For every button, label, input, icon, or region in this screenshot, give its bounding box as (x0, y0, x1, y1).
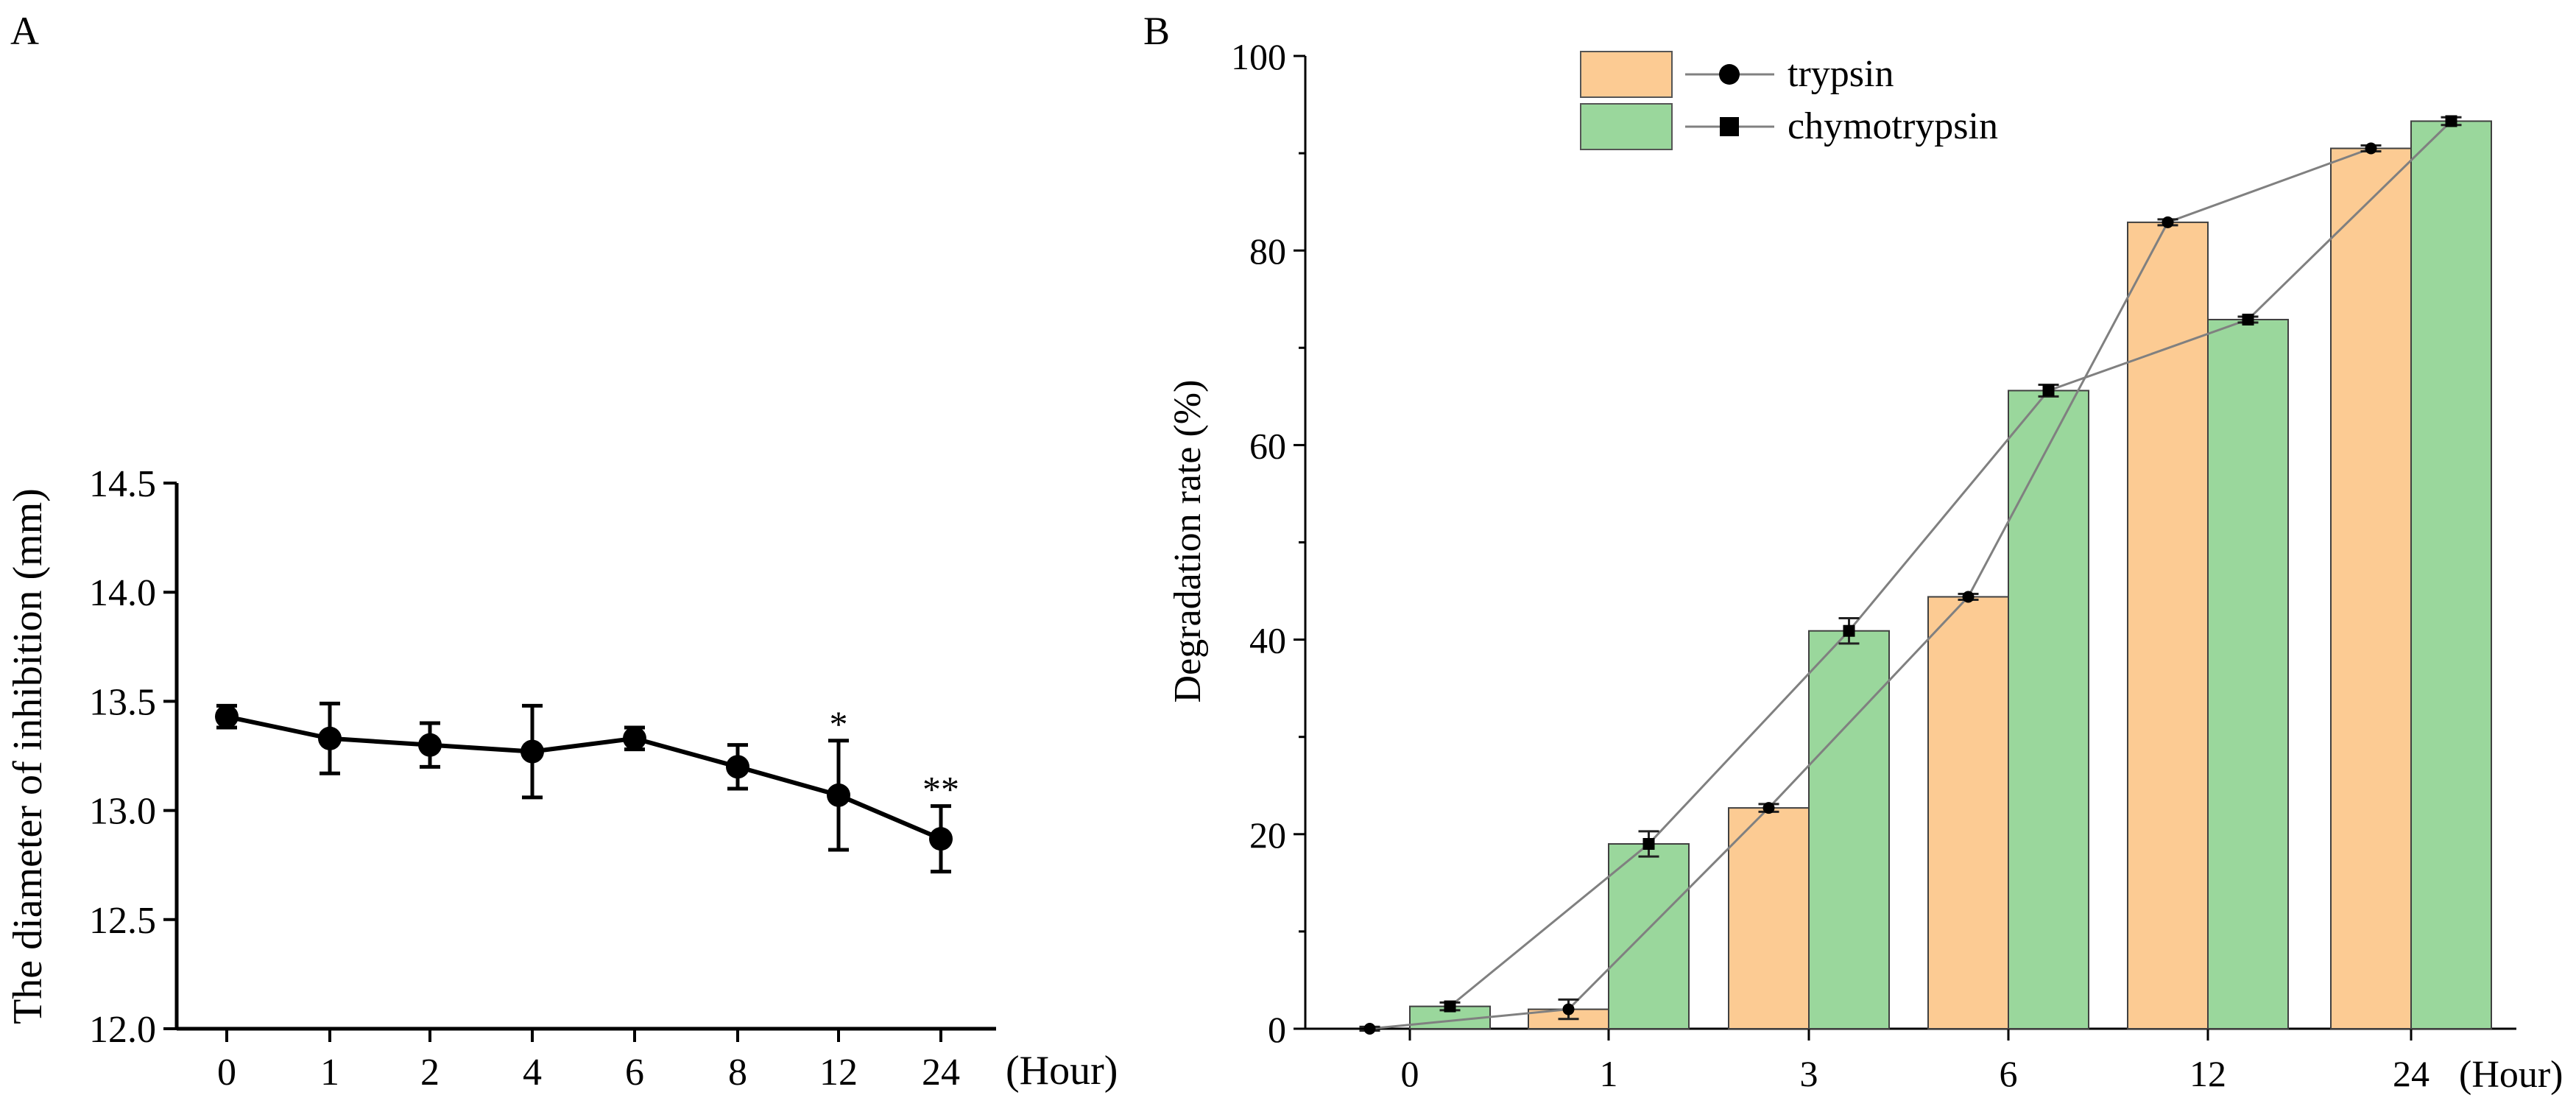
y-tick-label-1: 12.5 (89, 900, 156, 942)
legend-item-trypsin: trypsin (1580, 51, 1894, 98)
x-tick-label-4: 12 (2189, 1053, 2226, 1094)
data-point-3 (521, 739, 544, 764)
y-tick-label-3: 13.5 (89, 681, 156, 723)
series-line-trypsin (1369, 147, 2372, 1030)
bar-trypsin-4 (2127, 221, 2209, 1029)
x-tick-label-0: 0 (1401, 1053, 1419, 1094)
x-tick-label-3: 6 (2000, 1053, 2018, 1094)
x-tick-label-3: 4 (523, 1052, 542, 1094)
data-point-trypsin-0 (1363, 1023, 1376, 1035)
x-tick-label-6: 12 (819, 1052, 858, 1094)
y-tick-label-2: 13.0 (89, 791, 156, 833)
data-point-trypsin-1 (1562, 1003, 1575, 1015)
x-tick-label-4: 6 (625, 1052, 644, 1094)
bar-chymotrypsin-1 (1608, 843, 1690, 1030)
bar-chymotrypsin-4 (2207, 318, 2289, 1029)
data-point-trypsin-4 (2162, 216, 2174, 228)
bar-chymotrypsin-2 (1808, 630, 1890, 1029)
data-point-chymotrypsin-2 (1843, 624, 1855, 637)
y-tick-label-3: 60 (1249, 425, 1286, 466)
data-point-0 (215, 705, 239, 729)
x-tick-label-0: 0 (217, 1052, 236, 1094)
y-tick-label-1: 20 (1249, 814, 1286, 856)
x-tick-label-5: 8 (728, 1052, 747, 1094)
panel-b-y-label: Degradation rate (%) (1167, 380, 1209, 703)
panel-a-x-ticks: 0 1 2 4 6 8 12 24 (217, 1029, 960, 1094)
panel-a-axes (174, 483, 996, 1031)
data-point-6 (827, 783, 850, 807)
panel-a-y-label: The diameter of inhibition (mm) (5, 488, 51, 1024)
series-line-chymotrypsin (1449, 120, 2452, 1007)
series-line (226, 714, 942, 841)
data-point-chymotrypsin-3 (2042, 384, 2055, 397)
data-point-1 (318, 726, 342, 750)
y-tick-label-5: 100 (1231, 36, 1286, 77)
panel-b-bars (1409, 120, 2492, 1030)
y-tick-label-4: 80 (1249, 230, 1286, 272)
data-point-5 (726, 755, 749, 779)
legend-swatch-chymotrypsin (1580, 103, 1673, 150)
data-point-7 (929, 827, 953, 851)
data-point-chymotrypsin-1 (1642, 838, 1655, 851)
panel-a: A 12.012.513.013.514.014.5 0 1 2 4 6 8 12 24 (H… (5, 9, 1118, 1094)
legend-marker-trypsin (1719, 64, 1740, 85)
y-tick-label-4: 14.0 (89, 572, 156, 614)
legend-label-chymotrypsin: chymotrypsin (1788, 105, 1998, 147)
data-point-trypsin-5 (2365, 142, 2377, 155)
y-tick-label-0: 0 (1268, 1009, 1286, 1050)
data-point-chymotrypsin-0 (1444, 1000, 1456, 1013)
data-point-chymotrypsin-4 (2242, 313, 2254, 325)
bar-chymotrypsin-5 (2410, 120, 2492, 1030)
x-tick-label-2: 2 (420, 1052, 440, 1094)
data-point-chymotrypsin-5 (2445, 115, 2457, 127)
data-point-trypsin-2 (1762, 802, 1775, 814)
panel-b: B 0 20 40 60 80 100 0 1 3 6 12 24 (Hour) Degradati… (1143, 9, 2563, 1096)
bar-trypsin-2 (1728, 807, 1810, 1030)
panel-a-plot: *** (215, 701, 959, 874)
panel-b-label: B (1143, 9, 1170, 53)
bar-chymotrypsin-3 (2008, 390, 2089, 1029)
panel-a-y-ticks: 12.0 12.5 13.0 13.5 14.0 14.5 (89, 463, 177, 1051)
panel-b-legend: trypsin chymotrypsin (1580, 51, 1998, 150)
y-tick-label-0: 12.0 (89, 1009, 156, 1051)
x-tick-label-1: 1 (1600, 1053, 1618, 1094)
panel-b-lines (1359, 115, 2462, 1035)
data-point-2 (418, 733, 442, 757)
legend-label-trypsin: trypsin (1788, 53, 1894, 95)
panel-b-x-unit: (Hour) (2459, 1054, 2563, 1096)
y-tick-label-2: 40 (1249, 620, 1286, 661)
panel-a-label: A (10, 9, 39, 53)
legend-swatch-trypsin (1580, 51, 1673, 98)
data-point-4 (623, 726, 646, 750)
legend-marker-chymotrypsin (1720, 117, 1739, 136)
panel-b-y-ticks: 0 20 40 60 80 100 (1231, 36, 1305, 1050)
significance-mark-6: * (830, 703, 848, 744)
x-tick-label-7: 24 (922, 1052, 960, 1094)
significance-mark-7: ** (922, 769, 959, 810)
panel-a-x-unit: (Hour) (1006, 1048, 1118, 1094)
legend-item-chymotrypsin: chymotrypsin (1580, 103, 1998, 150)
data-point-trypsin-3 (1962, 591, 1975, 603)
x-tick-label-2: 3 (1800, 1053, 1818, 1094)
x-tick-label-5: 24 (2393, 1053, 2429, 1094)
x-tick-label-1: 1 (320, 1052, 339, 1094)
y-tick-label-5: 14.5 (89, 463, 156, 505)
bar-trypsin-3 (1927, 596, 2009, 1029)
bar-trypsin-5 (2330, 147, 2412, 1029)
panel-b-x-ticks: 0 1 3 6 12 24 (1401, 1029, 2429, 1094)
